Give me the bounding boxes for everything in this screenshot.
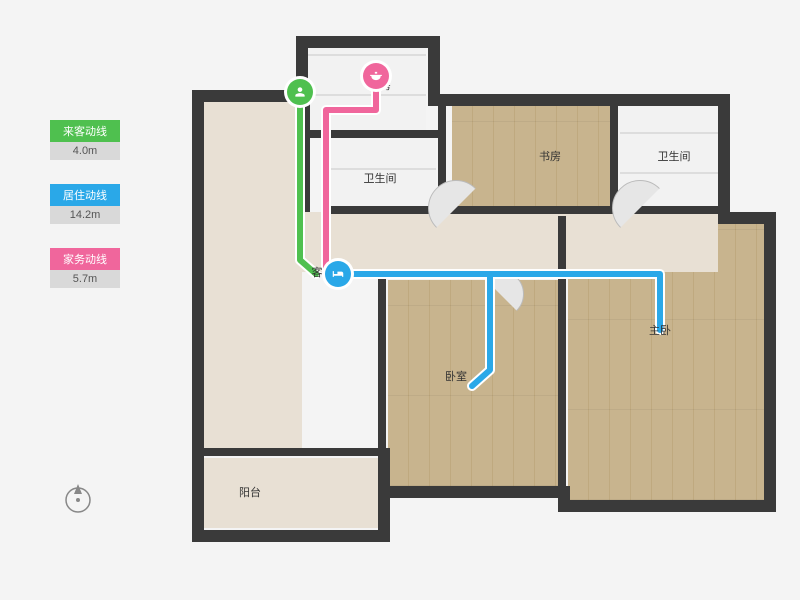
compass-icon xyxy=(60,480,96,516)
legend: 来客动线 4.0m 居住动线 14.2m 家务动线 5.7m xyxy=(50,120,120,312)
wall xyxy=(378,486,570,498)
wall xyxy=(558,500,776,512)
legend-guest-label: 来客动线 xyxy=(50,120,120,142)
legend-housework: 家务动线 5.7m xyxy=(50,248,120,288)
wall xyxy=(378,270,386,490)
wall xyxy=(718,94,730,218)
wall xyxy=(192,448,390,456)
legend-living-label: 居住动线 xyxy=(50,184,120,206)
room-label-bedroom_main: 主卧 xyxy=(649,322,671,338)
wall xyxy=(322,130,330,212)
legend-living: 居住动线 14.2m xyxy=(50,184,120,224)
legend-housework-label: 家务动线 xyxy=(50,248,120,270)
room-bedroom2 xyxy=(388,280,558,486)
floorplan: 厨房卫生间书房卫生间客餐厅卧室主卧阳台 xyxy=(180,30,780,570)
wall xyxy=(438,206,724,214)
legend-living-value: 14.2m xyxy=(50,206,120,224)
wall xyxy=(192,530,390,542)
wall xyxy=(558,216,566,512)
flow-icon-guest xyxy=(287,79,313,105)
room-label-study: 书房 xyxy=(539,148,561,164)
wall xyxy=(428,94,728,106)
room-kitchen xyxy=(306,44,426,134)
room-label-bath1: 卫生间 xyxy=(364,170,397,186)
legend-housework-value: 5.7m xyxy=(50,270,120,288)
flow-icon-housework xyxy=(363,63,389,89)
room-balcony xyxy=(198,458,378,528)
room-study xyxy=(452,104,612,212)
room-label-bedroom2: 卧室 xyxy=(445,368,467,384)
flow-icon-living_path xyxy=(325,261,351,287)
wall xyxy=(764,212,776,512)
room-entry_col xyxy=(204,100,302,450)
room-label-balcony: 阳台 xyxy=(239,484,261,500)
floorplan-canvas: 来客动线 4.0m 居住动线 14.2m 家务动线 5.7m xyxy=(0,0,800,600)
wall xyxy=(192,90,204,540)
wall xyxy=(428,36,440,102)
wall xyxy=(378,270,570,278)
legend-guest-value: 4.0m xyxy=(50,142,120,160)
wall xyxy=(302,94,310,212)
wall xyxy=(322,206,442,214)
wall xyxy=(296,36,436,48)
room-label-bath2: 卫生间 xyxy=(658,148,691,164)
legend-guest: 来客动线 4.0m xyxy=(50,120,120,160)
